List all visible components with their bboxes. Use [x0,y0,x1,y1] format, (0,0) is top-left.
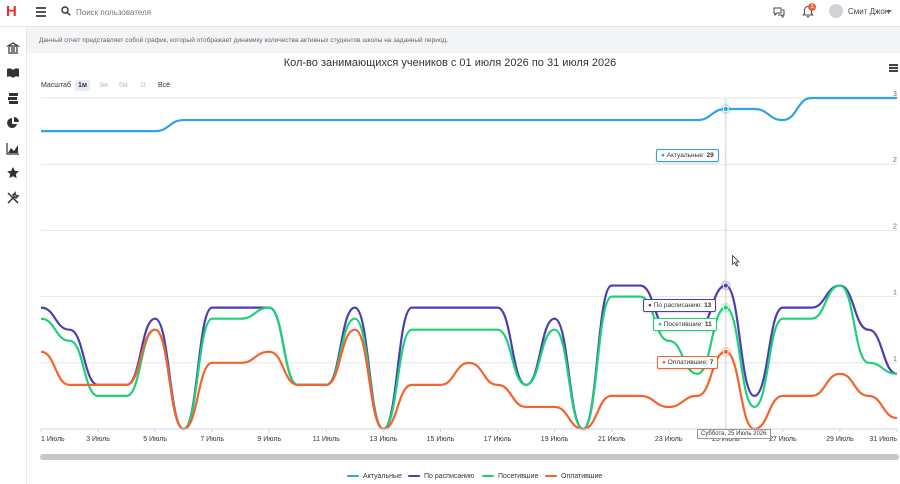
x-tick-label: 17 Июль [484,436,512,443]
legend-item-attended[interactable]: Посетившие [482,473,538,480]
menu-toggle-button[interactable] [36,7,46,17]
sidebar [0,27,27,484]
hover-point[interactable] [722,282,729,289]
x-tick-label: 3 Июль [86,436,110,443]
legend-item-actual[interactable]: Актуальные [347,473,402,480]
x-tick-label: 15 Июль [427,436,455,443]
tooltip-scheduled: ● По расписанию: 13 [643,299,717,312]
book-icon[interactable] [6,66,20,80]
x-tick-label: 29 Июль [826,436,854,443]
app-logo[interactable]: H [6,3,17,20]
report-description: Данный отчет представляет собой график, … [39,37,448,44]
x-tick-label: 11 Июль [313,436,340,443]
hover-point[interactable] [722,348,729,355]
x-tick-label: 5 Июль [143,436,167,443]
search-input[interactable] [76,5,276,19]
notification-badge: 1 [808,3,816,11]
chart-menu-icon[interactable] [889,64,898,72]
chat-icon[interactable] [773,6,785,18]
zoom-1y-button[interactable]: 1г [140,82,147,89]
tools-icon[interactable] [6,191,20,205]
y-tick-label: 3 [893,91,897,98]
x-tick-label: 23 Июль [655,436,683,443]
y-tick-label: 1 [893,290,897,297]
tooltip-scheduled-label: По расписанию: [653,302,703,309]
x-tick-label: 9 Июль [257,436,281,443]
tooltip-actual: ● Актуальные: 29 [656,149,719,162]
x-tick-label: 25 Июль [712,436,740,443]
chart-scrollbar-thumb[interactable] [40,454,899,460]
legend-item-paid[interactable]: Оплатившие [545,473,602,480]
series-line-3[interactable] [40,328,898,431]
pie-chart-icon[interactable] [6,116,20,130]
chart-legend: Актуальные По расписанию Посетившие Опла… [0,473,900,484]
zoom-label: Масштаб [41,82,71,89]
chart-title: Кол-во занимающихся учеников с 01 июля 2… [283,57,617,69]
tooltip-paid-value: 7 [709,359,714,366]
search-icon [61,6,71,16]
x-tick-label: 1 Июль [41,436,65,443]
star-award-icon[interactable] [6,166,20,180]
x-tick-label: 13 Июль [370,436,398,443]
school-icon[interactable] [6,41,20,55]
zoom-6m-button[interactable]: 6м [119,82,128,89]
user-name[interactable]: Смит Джон [848,7,890,16]
tooltip-paid: ● Оплатившие: 7 [657,356,719,369]
info-bar [27,27,900,53]
tooltip-scheduled-value: 13 [704,302,712,309]
tooltip-actual-label: Актуальные: [666,152,705,159]
area-chart-icon[interactable] [6,141,20,155]
zoom-3m-button[interactable]: 3м [99,82,108,89]
tooltip-attended-label: Посетившие: [663,321,704,328]
tooltip-date: Суббота, 25 Июль 2026 [697,429,771,439]
hover-point[interactable] [722,304,729,311]
series-line-0[interactable] [41,96,897,133]
y-tick-label: 1 [893,356,897,363]
x-tick-label: 19 Июль [541,436,569,443]
top-bar: H 1 Смит Джон [0,0,900,27]
cursor-icon [732,255,740,267]
tooltip-actual-value: 29 [706,152,714,159]
hover-point[interactable] [722,106,729,112]
zoom-1m-button[interactable]: 1м [75,80,91,91]
x-tick-label: 31 Июль [869,436,897,443]
avatar[interactable] [829,4,843,18]
legend-item-scheduled[interactable]: По расписанию [408,473,474,480]
x-tick-label: 27 Июль [769,436,797,443]
tooltip-paid-label: Оплатившие: [667,359,708,366]
layers-icon[interactable] [6,91,20,105]
y-tick-label: 2 [893,157,897,164]
y-tick-label: 2 [893,223,897,230]
x-tick-label: 21 Июль [598,436,626,443]
chevron-down-icon[interactable] [886,10,892,13]
tooltip-attended-value: 11 [704,321,712,328]
tooltip-attended: ● Посетившие: 11 [653,318,717,331]
zoom-all-button[interactable]: Всё [158,82,171,89]
x-tick-label: 7 Июль [200,436,224,443]
